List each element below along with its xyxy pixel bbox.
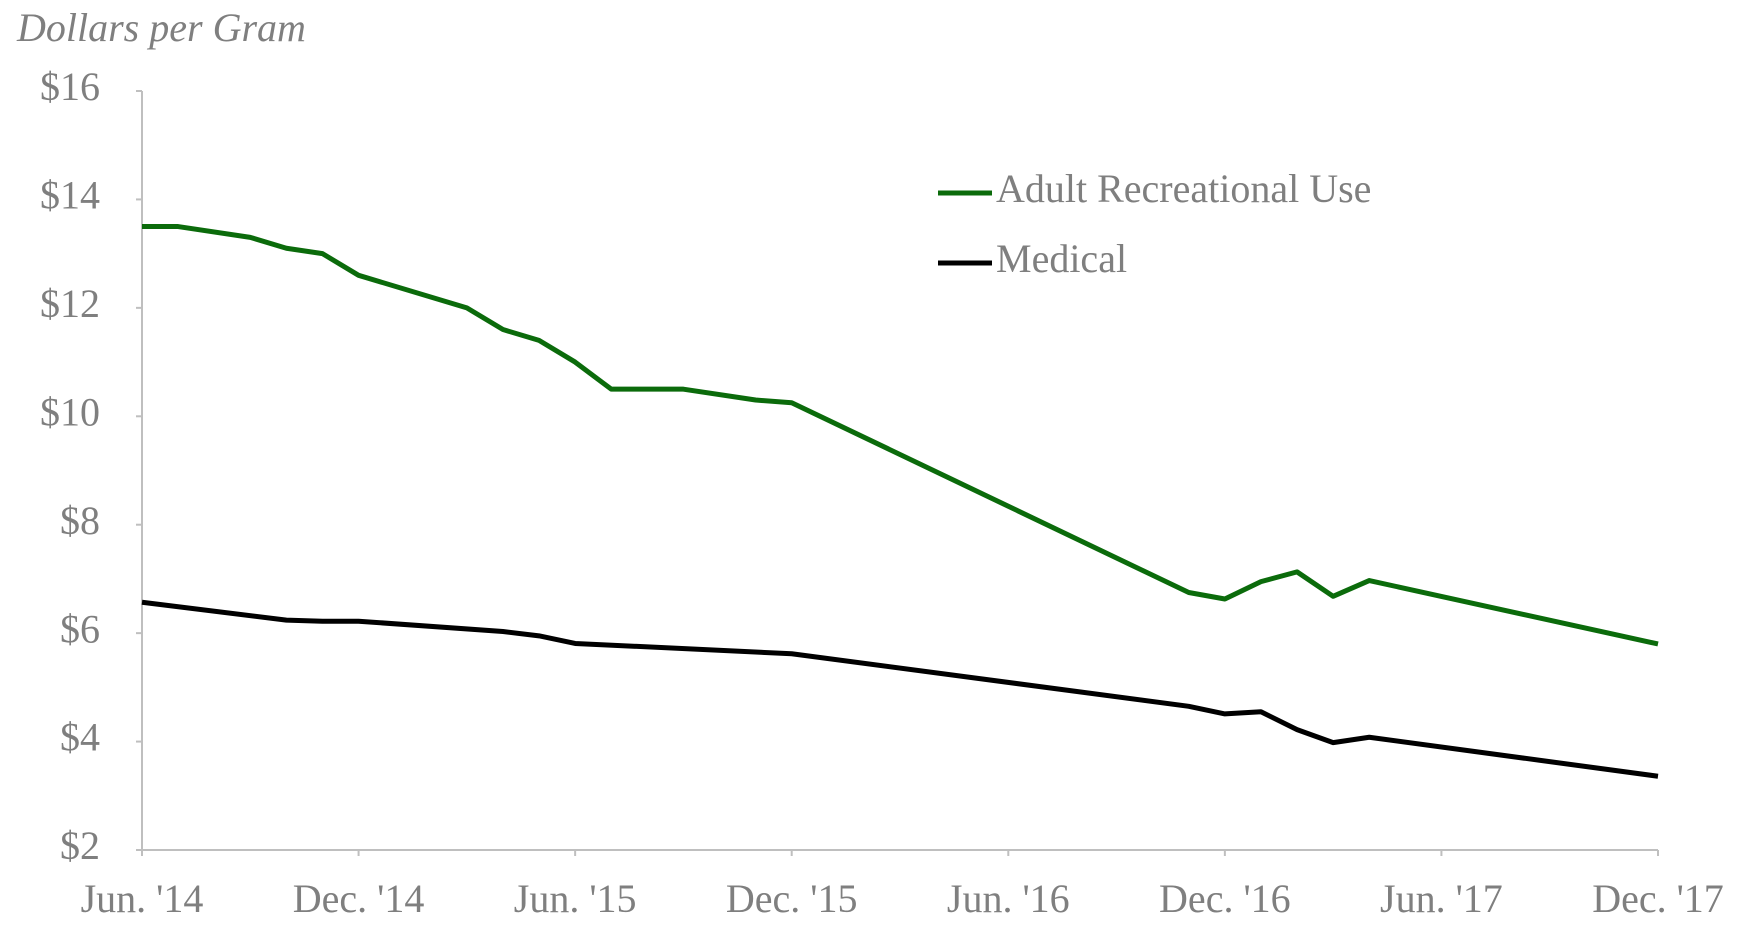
legend-label: Medical	[996, 236, 1127, 281]
legend-label: Adult Recreational Use	[996, 166, 1371, 211]
x-tick-label: Jun. '14	[81, 876, 204, 921]
x-tick-label: Dec. '14	[293, 876, 425, 921]
x-tick-label: Jun. '16	[947, 876, 1070, 921]
x-tick-label: Jun. '17	[1380, 876, 1503, 921]
y-tick-label: $10	[40, 389, 100, 434]
line	[141, 599, 1659, 779]
y-tick-label: $6	[60, 606, 100, 651]
x-tick-label: Dec. '15	[726, 876, 858, 921]
y-tick-label: $8	[60, 498, 100, 543]
y-tick-label: $12	[40, 281, 100, 326]
chart-title: Dollars per Gram	[16, 5, 306, 50]
x-tick-label: Jun. '15	[514, 876, 637, 921]
x-tick-label: Dec. '17	[1592, 876, 1724, 921]
y-tick-label: $4	[60, 715, 100, 760]
x-tick-label: Dec. '16	[1159, 876, 1291, 921]
y-tick-label: $16	[40, 64, 100, 109]
y-tick-label: $2	[60, 823, 100, 868]
line	[142, 224, 1659, 647]
y-tick-label: $14	[40, 173, 100, 218]
